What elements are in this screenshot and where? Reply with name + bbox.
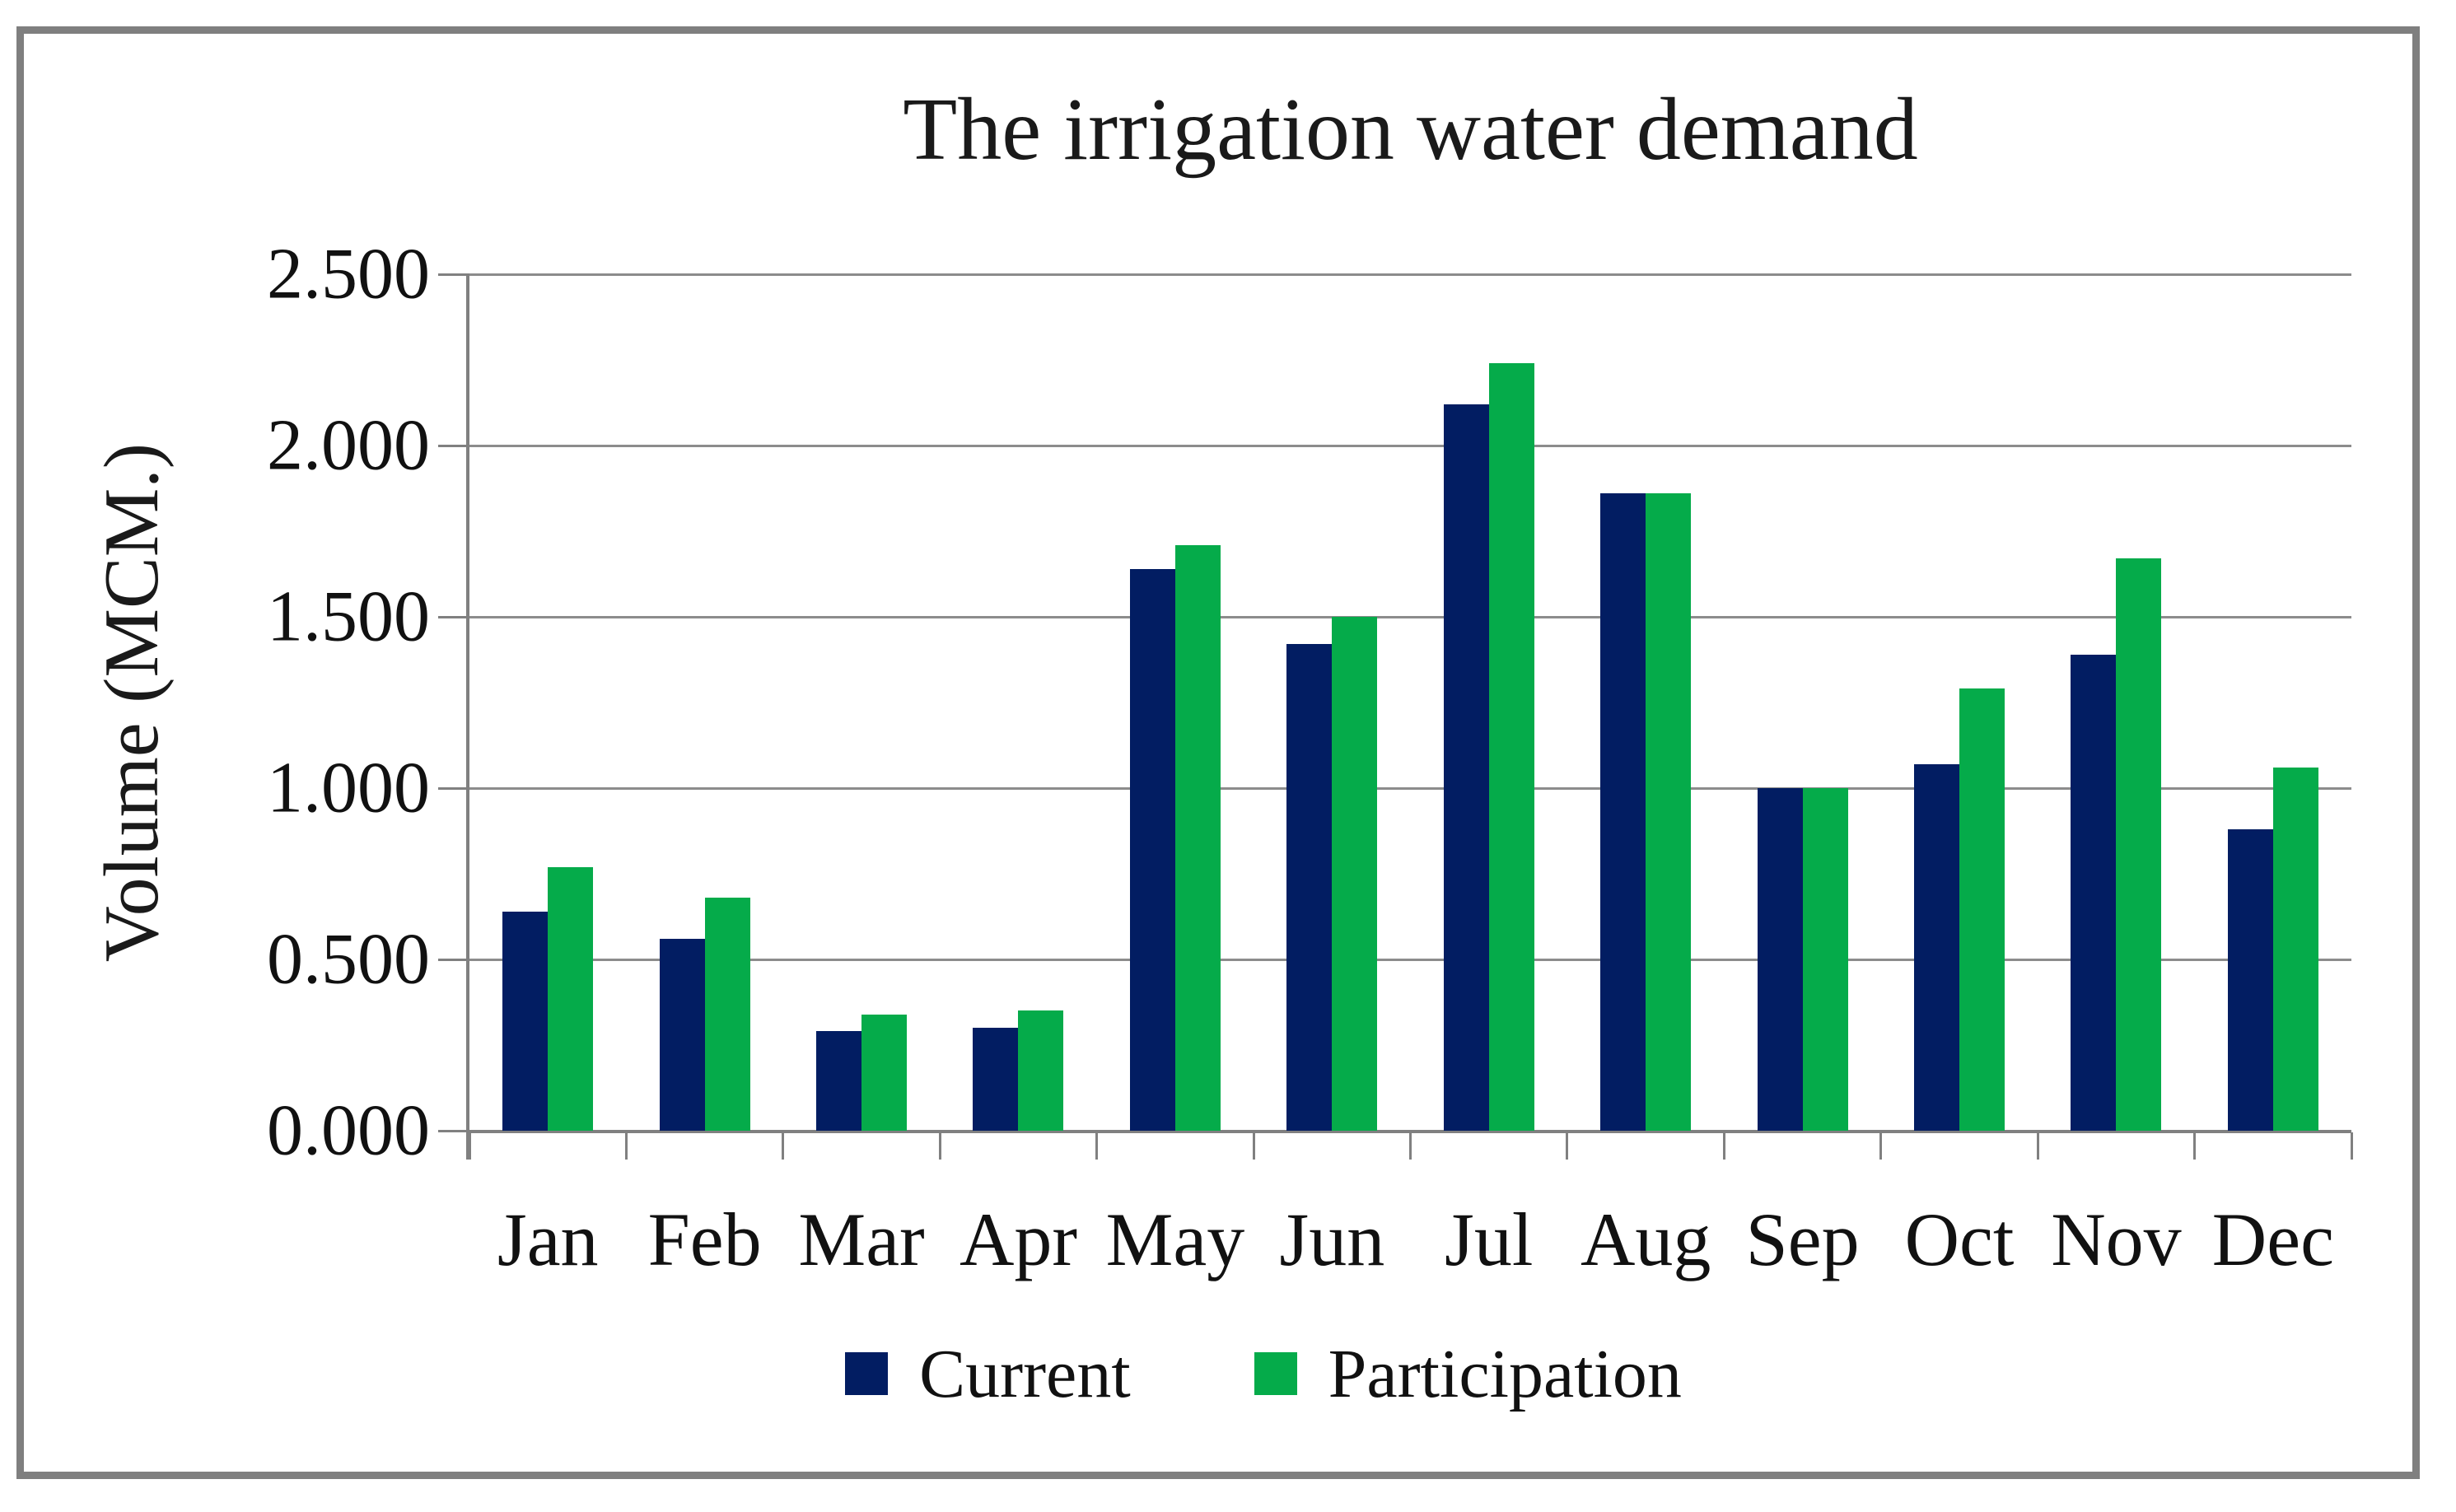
y-tick-labels: 2.500 2.000 1.500 1.000 0.500 0.000 [0, 235, 430, 1171]
chart-title: The irrigation water demand [903, 81, 1918, 179]
legend-swatch-current [845, 1352, 889, 1395]
bar-participation-sep [1802, 788, 1848, 1131]
bar-group-dec [2195, 274, 2351, 1131]
x-axis-label-dec: Dec [2211, 1197, 2334, 1281]
x-tick-mark [468, 1132, 471, 1160]
bar-group-jul [1411, 274, 1567, 1131]
bar-current-may [1129, 568, 1175, 1131]
bar-group-nov [2038, 274, 2194, 1131]
bar-current-jan [502, 911, 549, 1131]
x-axis-label-aug: Aug [1580, 1197, 1711, 1281]
bar-group-feb [626, 274, 782, 1131]
y-tick-mark [438, 445, 469, 447]
bar-participation-feb [704, 898, 750, 1131]
gridline [469, 273, 2351, 276]
legend-label-current: Current [919, 1335, 1131, 1412]
x-axis-label-oct: Oct [1904, 1197, 2015, 1281]
y-tick-label: 1.500 [267, 576, 430, 657]
bar-current-oct [1914, 763, 1959, 1131]
y-tick-label: 2.000 [267, 405, 430, 486]
x-axis-labels: Jan Feb Mar Apr May Jun Jul Aug Sep Oct Nov Dec [469, 1196, 2351, 1283]
y-tick-mark [438, 1130, 469, 1132]
x-tick-mark [782, 1132, 785, 1160]
y-tick-label: 0.000 [267, 1090, 430, 1171]
bar-participation-jan [548, 866, 594, 1131]
x-tick-mark [1722, 1132, 1725, 1160]
bar-current-dec [2227, 828, 2273, 1131]
bar-participation-nov [2116, 558, 2162, 1131]
bar-group-aug [1567, 274, 1724, 1131]
legend-label-participation: Participation [1328, 1335, 1682, 1412]
bar-group-oct [1881, 274, 2038, 1131]
x-axis-label-may: May [1105, 1197, 1245, 1281]
gridline [469, 959, 2351, 961]
bar-group-mar [783, 274, 940, 1131]
y-tick-label: 1.000 [267, 748, 430, 828]
plot-area [469, 273, 2351, 1133]
y-tick-mark [438, 616, 469, 618]
y-tick-mark [438, 273, 469, 276]
x-tick-mark [2193, 1132, 2197, 1160]
bar-participation-may [1174, 544, 1221, 1131]
gridline [469, 787, 2351, 790]
gridline [469, 616, 2351, 618]
legend: Current Participation [62, 1324, 2456, 1423]
x-axis-label-jun: Jun [1279, 1197, 1385, 1281]
bar-current-apr [973, 1028, 1019, 1131]
x-axis-label-apr: Apr [959, 1197, 1078, 1281]
gridline [469, 445, 2351, 447]
bar-group-jan [469, 274, 626, 1131]
x-axis-baseline [469, 1130, 2351, 1133]
bar-group-apr [940, 274, 1096, 1131]
x-tick-mark [2350, 1132, 2353, 1160]
bar-participation-jul [1488, 363, 1534, 1131]
x-axis-label-feb: Feb [647, 1197, 762, 1281]
bar-group-jun [1254, 274, 1410, 1131]
x-tick-mark [1409, 1132, 1412, 1160]
y-tick-label: 2.500 [267, 234, 430, 315]
bar-participation-jun [1332, 617, 1378, 1131]
legend-item-current: Current [845, 1334, 1131, 1414]
y-tick-label: 0.500 [267, 919, 430, 1000]
bar-current-aug [1600, 493, 1646, 1131]
bar-participation-oct [1959, 688, 2005, 1131]
x-tick-mark [938, 1132, 941, 1160]
legend-swatch-participation [1254, 1352, 1297, 1395]
y-axis-line [466, 274, 469, 1160]
bar-current-jul [1443, 404, 1489, 1131]
bar-current-sep [1757, 788, 1803, 1131]
bar-participation-aug [1646, 493, 1692, 1131]
bar-current-feb [659, 939, 705, 1131]
x-tick-mark [1095, 1132, 1099, 1160]
bars-area [469, 274, 2351, 1131]
x-axis-label-mar: Mar [798, 1197, 925, 1281]
y-tick-mark [438, 787, 469, 790]
x-axis-label-jan: Jan [497, 1197, 599, 1281]
x-axis-label-jul: Jul [1445, 1197, 1534, 1281]
x-tick-mark [624, 1132, 628, 1160]
x-tick-mark [1252, 1132, 1255, 1160]
bar-current-nov [2071, 654, 2117, 1131]
bar-current-mar [816, 1031, 862, 1131]
y-tick-mark [438, 959, 469, 961]
bar-participation-apr [1018, 1010, 1064, 1131]
x-tick-mark [2036, 1132, 2039, 1160]
x-axis-label-nov: Nov [2051, 1197, 2182, 1281]
x-axis-label-sep: Sep [1745, 1197, 1860, 1281]
bar-group-sep [1724, 274, 1880, 1131]
legend-item-participation: Participation [1254, 1334, 1682, 1414]
x-tick-mark [1566, 1132, 1569, 1160]
bar-participation-dec [2272, 768, 2318, 1131]
bar-group-may [1097, 274, 1254, 1131]
x-tick-mark [1879, 1132, 1883, 1160]
bar-current-jun [1286, 644, 1333, 1131]
bar-participation-mar [861, 1014, 908, 1131]
